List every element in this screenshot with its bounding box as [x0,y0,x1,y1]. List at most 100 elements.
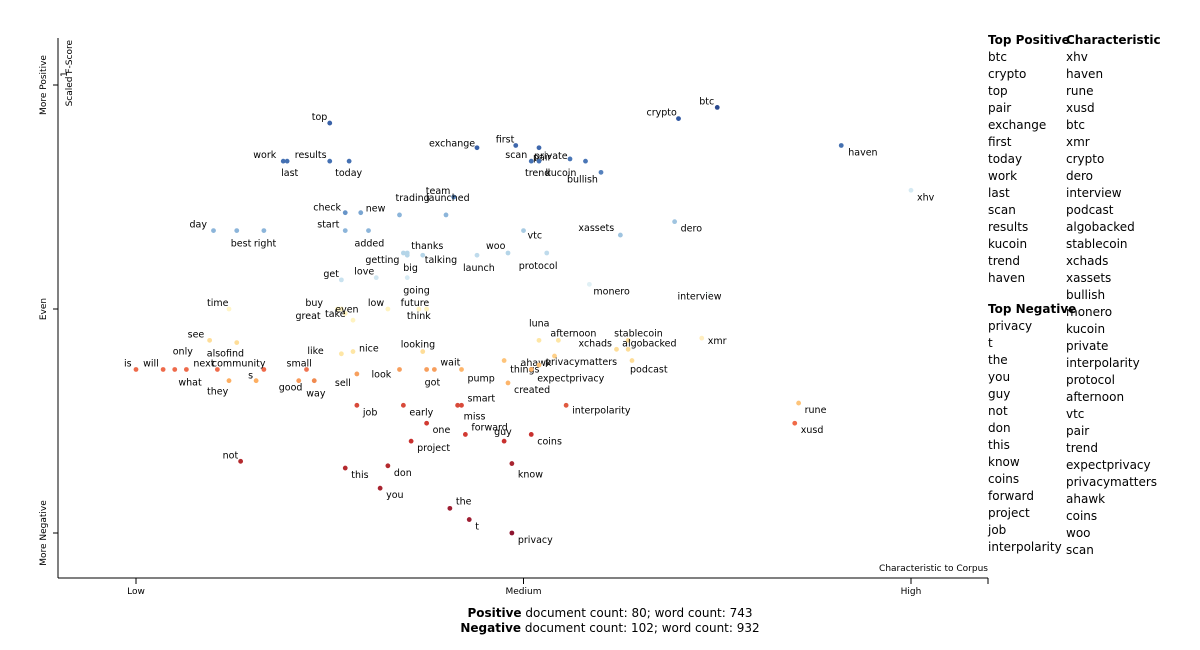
characteristic-item[interactable]: coins [1066,509,1098,523]
term-dot[interactable] [459,402,464,408]
term-dot[interactable] [327,120,333,126]
term-dot[interactable] [183,367,189,372]
term-label[interactable]: you [386,490,403,501]
term-point-haven[interactable]: haven [838,143,878,158]
top-negative-item[interactable]: guy [988,387,1011,401]
term-label[interactable]: future [401,298,430,309]
term-dot[interactable] [528,432,534,437]
term-label[interactable]: forward [471,422,507,433]
term-dot[interactable] [714,105,720,110]
term-dot[interactable] [133,367,139,372]
term-dot[interactable] [424,367,430,372]
term-dot[interactable] [796,400,802,406]
term-dot[interactable] [350,349,356,354]
term-label[interactable]: launched [426,193,470,204]
term-dot[interactable] [420,349,426,354]
term-point-expectprivacy[interactable]: expectprivacy [528,367,605,384]
term-label[interactable]: ahawk [521,358,552,369]
characteristic-item[interactable]: xhv [1066,50,1088,64]
term-label[interactable]: thanks [411,241,443,252]
term-label[interactable]: coins [537,436,562,447]
term-label[interactable]: protocol [519,261,558,272]
term-label[interactable]: xusd [801,425,824,436]
term-label[interactable]: xmr [708,336,727,347]
term-dot[interactable] [536,337,542,343]
term-point-afternoon[interactable]: afternoon [550,328,596,343]
term-point-community[interactable]: community [212,358,267,372]
term-dot[interactable] [346,158,352,164]
term-dot[interactable] [160,367,166,372]
term-dot[interactable] [443,212,449,218]
term-label[interactable]: results [295,150,327,161]
term-dot[interactable] [404,275,410,281]
term-point-this[interactable]: this [342,465,369,481]
term-label[interactable]: last [281,168,298,179]
term-dot[interactable] [354,402,360,408]
term-dot[interactable] [284,158,290,164]
top-negative-item[interactable]: don [988,421,1011,435]
term-label[interactable]: love [354,267,374,278]
term-label[interactable]: get [323,269,339,280]
term-label[interactable]: like [307,346,323,357]
characteristic-item[interactable]: protocol [1066,373,1115,387]
term-point-t[interactable]: t [466,517,479,533]
term-point-first[interactable]: first [496,134,519,148]
term-dot[interactable] [462,432,468,437]
term-dot[interactable] [342,311,348,316]
term-point-scan[interactable]: scan [505,150,534,164]
term-point-today[interactable]: today [335,158,363,179]
term-dot[interactable] [536,145,542,151]
top-positive-item[interactable]: last [988,186,1010,200]
term-point-dero[interactable]: dero [672,219,703,235]
term-dot[interactable] [598,169,604,175]
term-label[interactable]: see [188,329,205,340]
term-dot[interactable] [172,367,178,372]
term-point-going[interactable]: going [403,275,430,297]
term-point-look[interactable]: look [372,367,402,380]
term-label[interactable]: kucoin [546,168,577,179]
term-label[interactable]: miss [464,411,486,422]
term-label[interactable]: know [518,470,543,481]
term-label[interactable]: only [173,346,193,357]
term-label[interactable]: team [426,186,451,197]
term-dot[interactable] [505,380,511,386]
term-dot[interactable] [707,290,712,296]
term-point-nice[interactable]: nice [350,344,379,355]
characteristic-item[interactable]: dero [1066,169,1094,183]
term-point-s[interactable]: s [248,371,259,384]
term-dot[interactable] [625,346,631,352]
term-dot[interactable] [354,371,360,377]
term-label[interactable]: trend [525,168,550,179]
top-positive-item[interactable]: trend [988,254,1020,268]
term-label[interactable]: going [403,286,430,297]
term-point-miss[interactable]: miss [455,402,486,422]
term-dot[interactable] [521,228,526,234]
top-positive-item[interactable]: work [988,169,1018,183]
term-dot[interactable] [408,438,414,444]
characteristic-item[interactable]: ahawk [1066,492,1106,506]
term-dot[interactable] [397,367,402,372]
term-point-team[interactable]: team [426,186,457,200]
term-dot[interactable] [327,158,333,164]
term-point-private[interactable]: private [534,151,573,162]
term-point-early[interactable]: early [400,402,434,418]
term-label[interactable]: low [368,298,384,309]
term-dot[interactable] [385,306,391,312]
characteristic-item[interactable]: trend [1066,441,1098,455]
term-label[interactable]: dero [681,224,703,235]
term-point-will[interactable]: will [143,358,166,372]
term-point-trading[interactable]: trading [396,193,430,218]
term-label[interactable]: s [248,371,253,382]
term-dot[interactable] [908,187,914,193]
term-label[interactable]: big [403,263,418,274]
term-point-ahawk[interactable]: ahawk [521,353,557,369]
term-dot[interactable] [335,306,340,312]
term-label[interactable]: right [254,239,277,250]
term-point-launched[interactable]: launched [426,193,470,218]
term-point-the[interactable]: the [447,496,472,511]
term-label[interactable]: top [312,112,328,123]
term-dot[interactable] [342,228,348,234]
term-dot[interactable] [338,277,344,283]
term-dot[interactable] [261,228,267,234]
top-positive-item[interactable]: kucoin [988,237,1028,251]
